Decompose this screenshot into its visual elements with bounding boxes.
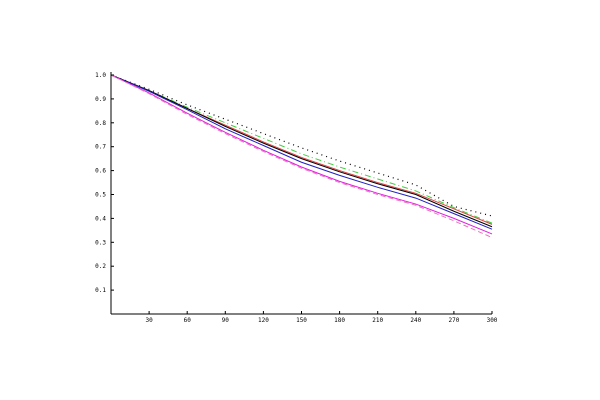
x-tick-label: 240 — [410, 317, 421, 324]
series-line-6 — [110, 74, 493, 238]
x-ticks: 30 60 90 120 150 180 210 240 270 300 — [145, 311, 498, 324]
series-line-4 — [110, 74, 493, 230]
x-tick-label: 210 — [372, 317, 383, 324]
y-ticks: 0.1 0.2 0.3 0.4 0.5 0.6 0.7 0.8 0.9 1.0 — [95, 72, 114, 294]
series-layer — [110, 74, 493, 238]
series-line-3 — [110, 74, 493, 228]
y-tick-label: 0.8 — [95, 120, 106, 127]
x-tick-label: 180 — [334, 317, 345, 324]
x-tick-label: 90 — [222, 317, 230, 324]
x-tick-label: 60 — [184, 317, 192, 324]
x-tick-label: 300 — [487, 317, 498, 324]
y-tick-label: 0.6 — [95, 168, 106, 175]
series-line-1 — [110, 74, 493, 225]
y-tick-label: 1.0 — [95, 72, 106, 79]
x-tick-label: 120 — [258, 317, 269, 324]
series-line-2 — [110, 74, 493, 224]
x-tick-label: 270 — [448, 317, 459, 324]
series-line-5 — [110, 74, 493, 235]
x-tick-label: 30 — [145, 317, 153, 324]
series-line-0 — [110, 74, 493, 217]
x-tick-label: 150 — [296, 317, 307, 324]
y-tick-label: 0.1 — [95, 287, 106, 294]
y-tick-label: 0.9 — [95, 96, 106, 103]
y-tick-label: 0.2 — [95, 263, 106, 270]
y-tick-label: 0.3 — [95, 239, 106, 246]
y-tick-label: 0.4 — [95, 215, 106, 222]
y-tick-label: 0.5 — [95, 192, 106, 199]
y-tick-label: 0.7 — [95, 144, 106, 151]
